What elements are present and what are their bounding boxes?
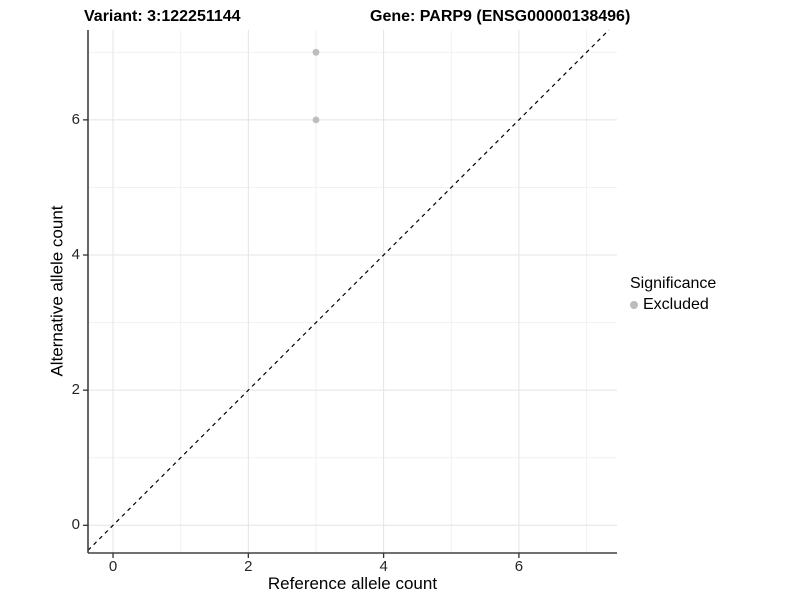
legend-item-label: Excluded xyxy=(643,296,709,313)
legend-item: Excluded xyxy=(630,296,716,314)
legend: Significance Excluded xyxy=(630,275,716,314)
y-tick-label: 2 xyxy=(71,381,80,399)
data-point xyxy=(312,48,320,56)
x-tick-label: 0 xyxy=(108,558,118,575)
x-tick-label: 2 xyxy=(244,558,253,575)
variant-title: Variant: 3:122251144 xyxy=(84,8,241,25)
legend-title: Significance xyxy=(630,275,717,292)
legend-key-dot-icon xyxy=(630,301,638,309)
y-tick-label: 0 xyxy=(71,516,80,534)
y-axis-title: Alternative allele count xyxy=(47,205,67,377)
x-tick-label: 6 xyxy=(514,558,524,575)
x-tick-label: 4 xyxy=(379,558,388,575)
gene-title: Gene: PARP9 (ENSG00000138496) xyxy=(370,8,631,25)
x-axis-title: Reference allele count xyxy=(267,574,438,593)
data-point xyxy=(312,116,320,124)
legend-items: Excluded xyxy=(630,296,716,314)
y-tick-label: 6 xyxy=(71,110,80,128)
y-tick-label: 4 xyxy=(71,246,80,263)
identity-reference-line xyxy=(87,29,610,551)
